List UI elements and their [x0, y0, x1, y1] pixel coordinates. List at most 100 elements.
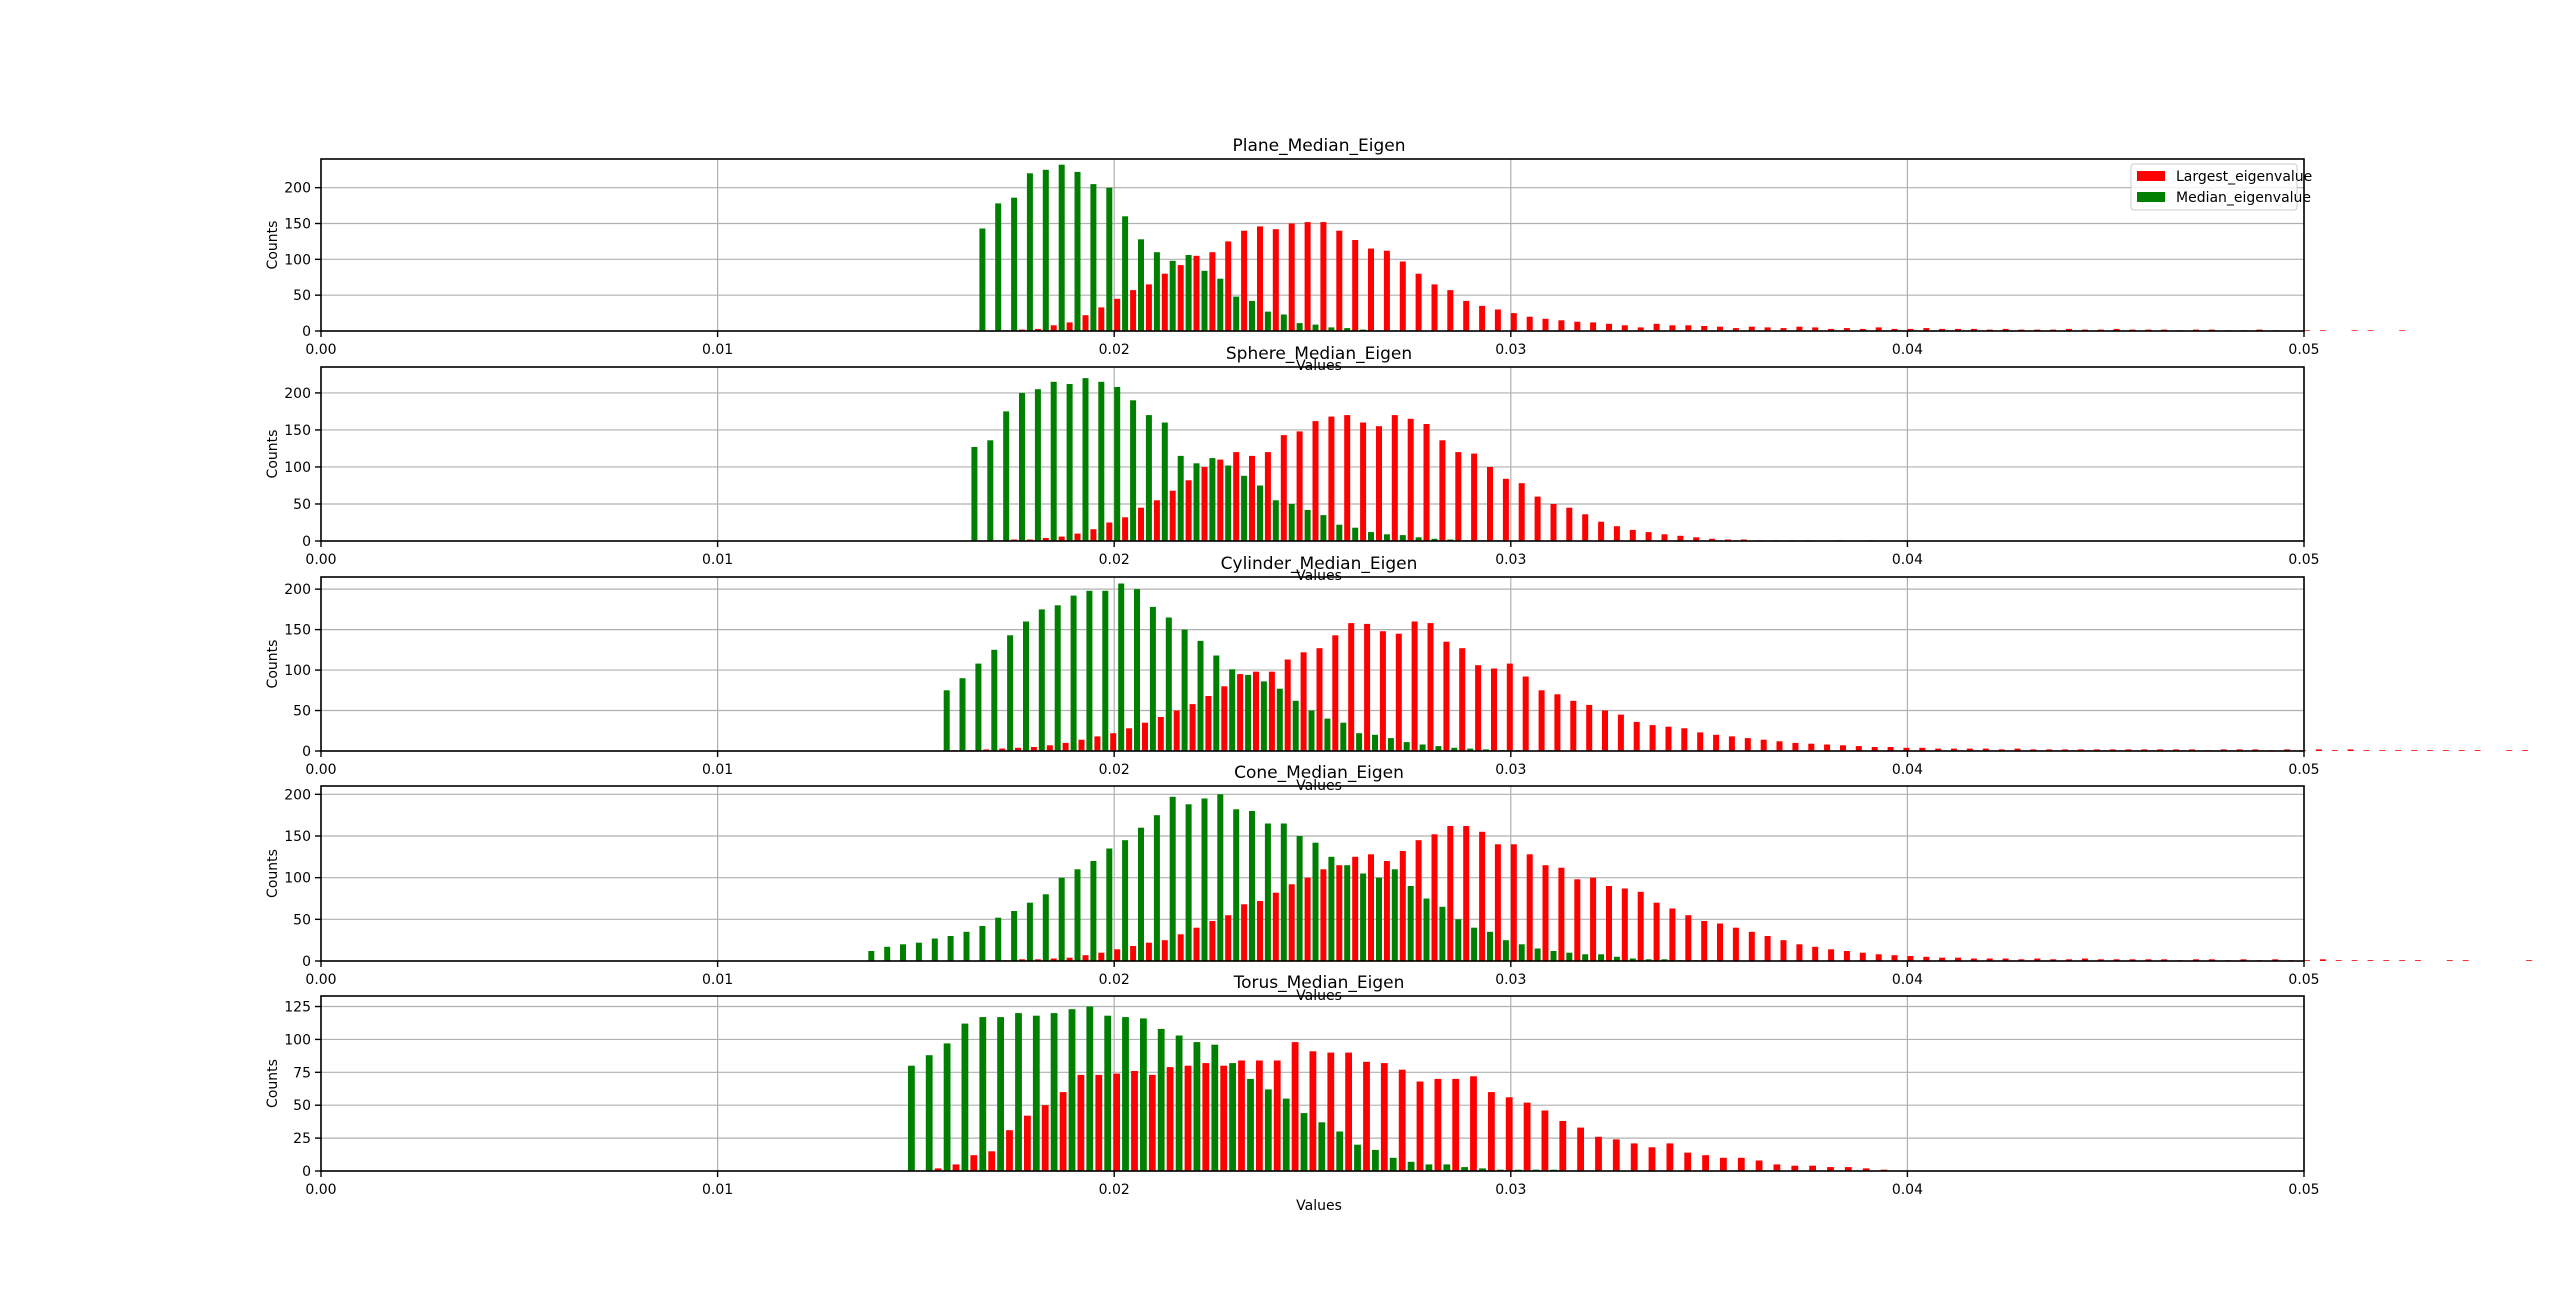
bar-largest	[952, 1164, 960, 1171]
bar-median	[1282, 1098, 1290, 1171]
bar-largest	[2145, 959, 2152, 961]
y-tick-label: 0	[302, 744, 311, 760]
bar-largest	[1939, 957, 1946, 961]
bar-median	[925, 1055, 933, 1171]
bar-largest	[1923, 328, 1930, 331]
bar-largest	[1645, 532, 1652, 541]
bar-largest	[2066, 328, 2072, 331]
bar-largest	[1383, 861, 1390, 961]
bar-median	[1431, 538, 1438, 541]
y-tick-label: 0	[302, 1164, 311, 1180]
subplot-cylinder-median-eigen: 0.00 0.01 0.02 0.03 0.04 0.05 0 50 100 150 200 Coun…	[265, 554, 2529, 794]
bar-largest	[2034, 958, 2041, 961]
legend: Largest_eigenvalue Median_eigenvalue	[2130, 163, 2312, 211]
bar-largest	[1637, 891, 1644, 961]
x-tick-label: 0.04	[1892, 762, 1923, 778]
bar-median	[1372, 1149, 1379, 1171]
bar-largest	[1479, 305, 1486, 331]
bar-largest	[1523, 1102, 1531, 1171]
bar-median	[1193, 463, 1200, 541]
bar-largest	[1220, 1065, 1228, 1171]
bar-largest	[1209, 921, 1216, 961]
x-tick-label: 0.03	[1495, 972, 1526, 988]
bar-median	[1264, 311, 1271, 331]
axes-frame	[320, 158, 2305, 332]
bar-largest	[1138, 507, 1144, 541]
bar-largest	[2161, 959, 2168, 961]
bar-largest	[1336, 230, 1343, 331]
bar-largest	[1288, 223, 1295, 331]
bar-largest	[1702, 1155, 1709, 1171]
bar-median	[1015, 1013, 1022, 1171]
bar-largest	[1304, 877, 1311, 961]
subplot-title: Torus_Median_Eigen	[1233, 973, 1405, 993]
bar-median	[1645, 959, 1652, 961]
bar-median	[1318, 1122, 1326, 1171]
bar-median	[1130, 400, 1137, 541]
bar-largest	[1637, 327, 1644, 331]
bar-median	[1423, 898, 1430, 961]
bar-largest	[1887, 747, 1894, 751]
bar-largest	[1153, 500, 1160, 541]
y-tick-label: 75	[293, 1065, 311, 1081]
bar-largest	[1233, 452, 1240, 541]
bar-largest	[1488, 1092, 1495, 1171]
bar-largest	[1241, 904, 1248, 961]
bar-largest	[1720, 1157, 1727, 1171]
bar-median	[1102, 590, 1109, 751]
x-tick-label: 0.01	[702, 1182, 733, 1198]
bar-largest	[2002, 958, 2009, 961]
y-axis: 0 50 100 150 200	[284, 582, 321, 760]
bar-largest	[1407, 418, 1414, 541]
bar-largest	[1006, 1130, 1013, 1171]
bar-largest	[1582, 514, 1589, 541]
bar-largest	[2319, 959, 2326, 961]
bar-largest	[2363, 750, 2370, 751]
bar-largest	[1447, 290, 1454, 331]
bar-largest	[1717, 326, 1723, 331]
bar-largest	[1709, 538, 1716, 541]
bar-largest	[2442, 750, 2449, 751]
bar-largest	[1030, 747, 1037, 751]
y-tick-label: 150	[284, 217, 311, 233]
bar-largest	[1871, 747, 1878, 751]
bar-largest	[1066, 957, 1073, 961]
bar-median	[1407, 886, 1414, 961]
bar-largest	[1666, 1143, 1674, 1171]
x-tick-label: 0.04	[1892, 972, 1923, 988]
bar-largest	[1661, 534, 1668, 541]
bar-largest	[1296, 431, 1303, 541]
bar-largest	[1648, 1147, 1656, 1171]
y-axis: 0 25 50 75 100 125	[284, 1000, 321, 1180]
x-axis: 0.00 0.01 0.02 0.03 0.04 0.05	[305, 541, 2320, 568]
x-tick-label: 0.01	[702, 342, 733, 358]
x-tick-label: 0.05	[2288, 342, 2319, 358]
bar-median	[1134, 589, 1140, 751]
bar-largest	[1630, 1143, 1638, 1171]
x-tick-label: 0.01	[702, 972, 733, 988]
axes-frame	[320, 576, 2305, 752]
y-axis-label: Counts	[265, 221, 281, 270]
bars	[979, 164, 2406, 332]
bar-largest	[1077, 1074, 1085, 1171]
bar-largest	[1685, 325, 1692, 331]
bar-median	[1003, 411, 1010, 541]
bar-largest	[1907, 956, 1914, 961]
bar-largest	[1471, 453, 1478, 541]
bar-largest	[1951, 748, 1957, 751]
bar-largest	[2399, 330, 2406, 331]
bar-largest	[1541, 1110, 1549, 1171]
axes-frame	[320, 785, 2305, 962]
bar-largest	[1046, 745, 1053, 751]
bar-largest	[1106, 522, 1113, 541]
bar-largest	[1042, 538, 1049, 541]
bar-largest	[988, 1151, 996, 1171]
bar-largest	[934, 1168, 942, 1171]
bar-largest	[1629, 529, 1636, 541]
subplot-title: Cylinder_Median_Eigen	[1221, 554, 1418, 574]
bars	[908, 1006, 1888, 1171]
subplot-title: Plane_Median_Eigen	[1233, 136, 1406, 156]
bar-largest	[1395, 633, 1402, 751]
bar-largest	[2331, 750, 2338, 751]
bar-largest	[1352, 240, 1359, 331]
